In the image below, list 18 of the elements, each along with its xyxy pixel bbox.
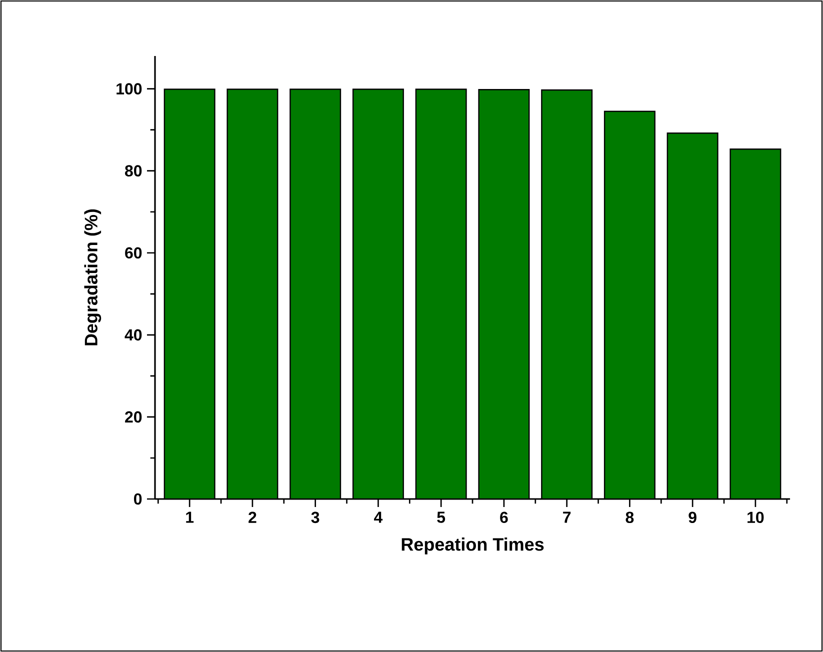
- x-tick-label: 7: [563, 512, 571, 523]
- x-tick-label: 3: [311, 512, 320, 524]
- x-tick-label: 8: [626, 512, 634, 524]
- y-tick-label: 40: [124, 329, 142, 341]
- y-tick-label: 100: [116, 83, 142, 94]
- x-tick-label: 5: [437, 512, 446, 523]
- x-tick-label: 4: [374, 512, 383, 523]
- x-tick-label: 1: [186, 512, 194, 523]
- x-axis-title: Repeation Times: [402, 538, 544, 554]
- y-tick-label: 0: [134, 493, 142, 505]
- x-tick-label: 9: [688, 512, 696, 524]
- x-tick-label: 2: [248, 512, 256, 523]
- y-tick-label: 20: [125, 411, 142, 423]
- y-tick-label: 80: [124, 165, 142, 176]
- x-tick-label: 10: [748, 512, 764, 524]
- y-tick-label: 60: [125, 247, 142, 259]
- y-axis-title: Degradation (%): [84, 209, 102, 346]
- x-tick-label: 6: [500, 512, 508, 524]
